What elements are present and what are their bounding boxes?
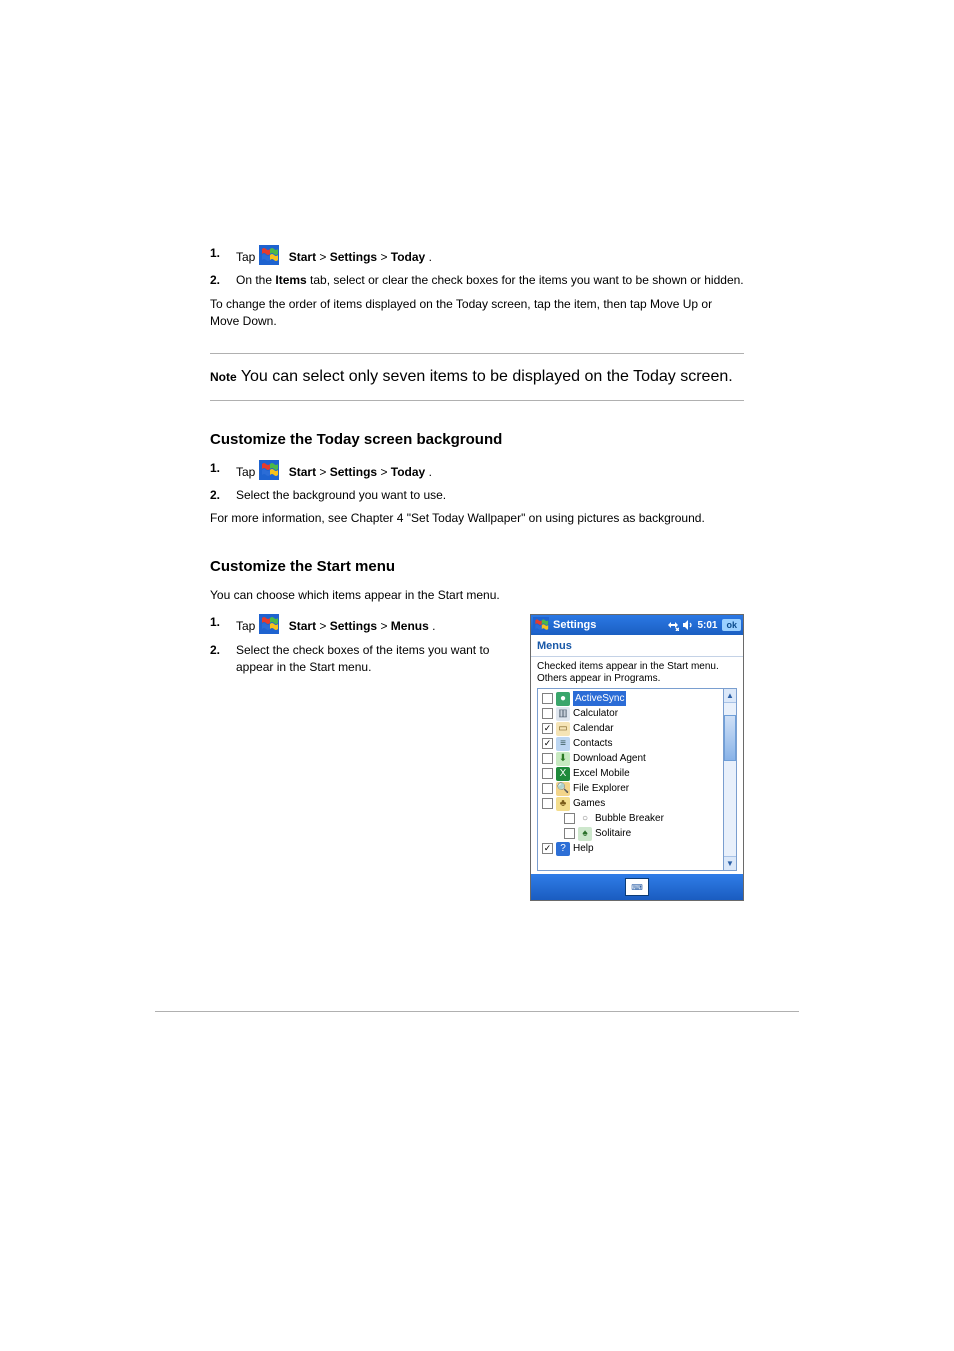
scroll-down-arrow[interactable]: ▼ (724, 856, 736, 870)
scroll-up-arrow[interactable]: ▲ (724, 689, 736, 703)
start-menu-paragraph: You can choose which items appear in the… (210, 587, 744, 604)
step-number: 2. (210, 642, 228, 659)
step-text: Select the background you want to use. (236, 487, 744, 504)
app-icon: ♣ (556, 797, 570, 811)
app-icon: ▭ (556, 722, 570, 736)
item-label: Calculator (573, 706, 618, 721)
step-3-1: 1. Tap Start > Settings > Menus . (210, 614, 506, 635)
steps-today-background: 1. Tap Start > Settings > Today . 2. Sel… (210, 460, 744, 528)
step-1-1: 1. Tap Start > Settings > Today . (210, 245, 744, 266)
step-number: 2. (210, 272, 228, 289)
step-2-2: 2. Select the background you want to use… (210, 487, 744, 504)
list-item[interactable]: ♣Games (540, 796, 721, 811)
ppc-titlebar: Settings 5:01 ok (531, 615, 743, 635)
step-number: 1. (210, 460, 228, 477)
checkbox[interactable]: ✓ (542, 723, 553, 734)
checkbox[interactable] (542, 798, 553, 809)
ppc-softkey-bar: ⌨ (531, 874, 743, 900)
checkbox[interactable] (542, 768, 553, 779)
app-icon: X (556, 767, 570, 781)
app-icon: ≡ (556, 737, 570, 751)
app-icon: ▥ (556, 707, 570, 721)
item-label: Contacts (573, 736, 612, 751)
sip-keyboard-icon[interactable]: ⌨ (625, 878, 649, 896)
item-label: Calendar (573, 721, 614, 736)
ppc-clock: 5:01 (697, 620, 717, 631)
list-item[interactable]: ✓▭Calendar (540, 721, 721, 736)
step-text: Tap Start > Settings > Today . (236, 245, 744, 266)
checkbox[interactable] (542, 783, 553, 794)
step-text: Tap Start > Settings > Today . (236, 460, 744, 481)
ppc-status-area: 5:01 ok (667, 619, 741, 631)
today-reorder-paragraph: To change the order of items displayed o… (210, 296, 744, 331)
checkbox[interactable] (542, 753, 553, 764)
bg-more-paragraph: For more information, see Chapter 4 "Set… (210, 510, 744, 527)
ppc-panel-header: Menus (531, 635, 743, 657)
pocketpc-screenshot: Settings 5:01 ok Menus Checked items app… (530, 614, 744, 901)
step-2-1: 1. Tap Start > Settings > Today . (210, 460, 744, 481)
step-number: 1. (210, 245, 228, 262)
step-1-2: 2. On the Items tab, select or clear the… (210, 272, 744, 289)
checkbox[interactable] (564, 828, 575, 839)
steps-today-items: 1. Tap Start > Settings > Today . 2. On … (210, 245, 744, 331)
item-label: ActiveSync (573, 691, 626, 706)
step-number: 2. (210, 487, 228, 504)
checkbox[interactable]: ✓ (542, 738, 553, 749)
scroll-thumb[interactable] (724, 715, 736, 761)
item-label: File Explorer (573, 781, 629, 796)
ppc-description: Checked items appear in the Start menu. … (531, 657, 743, 686)
app-icon: ♠ (578, 827, 592, 841)
note-block: Note You can select only seven items to … (210, 353, 744, 401)
step-text: On the Items tab, select or clear the ch… (236, 272, 744, 289)
app-icon: 🔍 (556, 782, 570, 796)
start-flag-icon (259, 460, 279, 480)
app-icon: ? (556, 842, 570, 856)
app-icon: ○ (578, 812, 592, 826)
start-flag-icon (259, 614, 279, 634)
list-item[interactable]: ○Bubble Breaker (540, 811, 721, 826)
step-text: Select the check boxes of the items you … (236, 642, 506, 677)
item-label: Bubble Breaker (595, 811, 664, 826)
note-text: You can select only seven items to be di… (237, 368, 733, 385)
step-3-2: 2. Select the check boxes of the items y… (210, 642, 506, 677)
speaker-icon[interactable] (682, 619, 694, 631)
checkbox[interactable] (542, 708, 553, 719)
list-item[interactable]: XExcel Mobile (540, 766, 721, 781)
ppc-title: Settings (553, 619, 596, 631)
list-item[interactable]: ▥Calculator (540, 706, 721, 721)
list-item[interactable]: ♠Solitaire (540, 826, 721, 841)
list-item[interactable]: ✓?Help (540, 841, 721, 856)
connectivity-icon[interactable] (667, 619, 679, 631)
list-item[interactable]: 🔍File Explorer (540, 781, 721, 796)
step-text: Tap Start > Settings > Menus . (236, 614, 506, 635)
ppc-checklist[interactable]: ●ActiveSync▥Calculator✓▭Calendar✓≡Contac… (537, 688, 724, 871)
item-label: Solitaire (595, 826, 631, 841)
ppc-scrollbar[interactable]: ▲ ▼ (724, 688, 737, 871)
checkbox[interactable] (564, 813, 575, 824)
item-label: Games (573, 796, 605, 811)
list-item[interactable]: ⬇Download Agent (540, 751, 721, 766)
list-item[interactable]: ●ActiveSync (540, 691, 721, 706)
ok-button[interactable]: ok (722, 619, 741, 631)
start-flag-icon (259, 245, 279, 265)
checkbox[interactable] (542, 693, 553, 704)
heading-today-background: Customize the Today screen background (210, 431, 744, 448)
heading-start-menu: Customize the Start menu (210, 558, 744, 575)
note-label: Note (210, 370, 237, 384)
list-item[interactable]: ✓≡Contacts (540, 736, 721, 751)
step-number: 1. (210, 614, 228, 631)
start-flag-icon[interactable] (533, 617, 549, 633)
checkbox[interactable]: ✓ (542, 843, 553, 854)
app-icon: ⬇ (556, 752, 570, 766)
item-label: Download Agent (573, 751, 646, 766)
footer-divider (155, 1011, 799, 1012)
app-icon: ● (556, 692, 570, 706)
item-label: Help (573, 841, 594, 856)
item-label: Excel Mobile (573, 766, 630, 781)
